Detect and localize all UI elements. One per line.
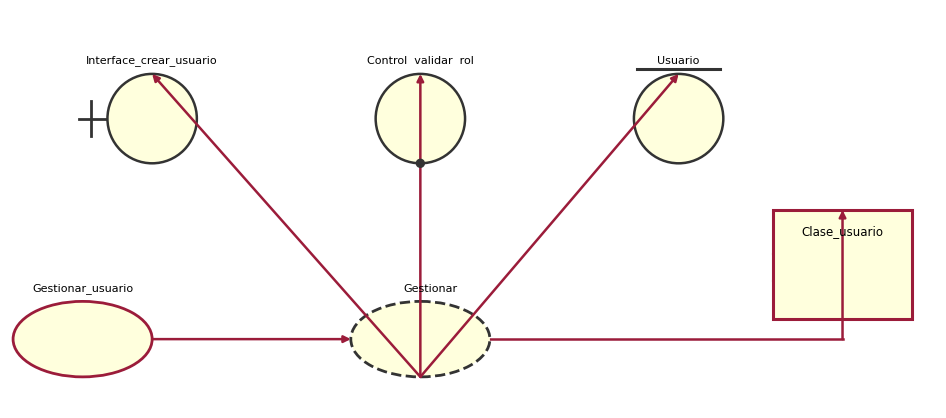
Text: Usuario: Usuario [657, 56, 700, 66]
Text: Clase_usuario: Clase_usuario [801, 225, 884, 238]
Text: Interface_crear_usuario: Interface_crear_usuario [86, 55, 218, 66]
Text: Control  validar  rol: Control validar rol [367, 56, 474, 66]
Circle shape [416, 159, 425, 167]
Text: Gestionar: Gestionar [403, 284, 457, 294]
Ellipse shape [351, 301, 490, 377]
Circle shape [376, 74, 465, 163]
Text: Gestionar_usuario: Gestionar_usuario [32, 283, 133, 294]
Circle shape [634, 74, 724, 163]
Ellipse shape [13, 301, 152, 377]
Circle shape [108, 74, 197, 163]
FancyBboxPatch shape [773, 210, 912, 319]
